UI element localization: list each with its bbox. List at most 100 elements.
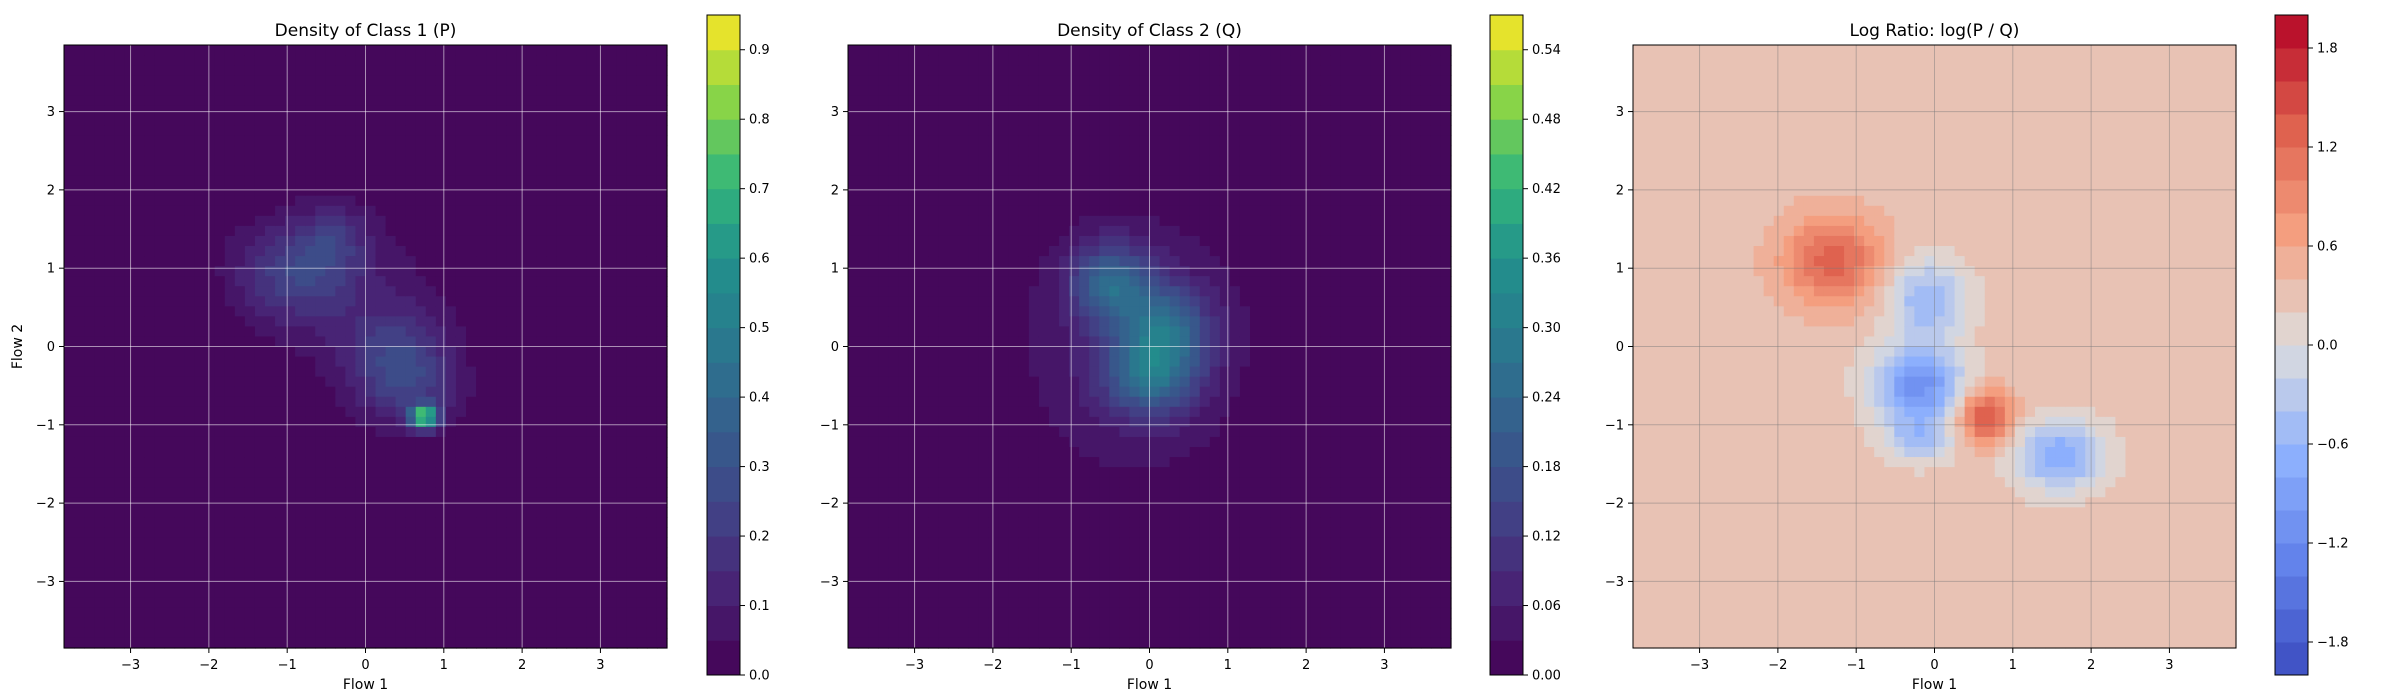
heatmap-cell [114,306,125,317]
heatmap-cell [626,225,638,237]
heatmap-cell [295,55,306,66]
heatmap-cell [375,336,387,348]
heatmap-cell [94,266,105,277]
heatmap-cell [566,55,578,66]
heatmap-cell [295,406,306,418]
heatmap-cell [184,105,196,116]
heatmap-cell [204,75,216,86]
heatmap-cell [646,45,658,56]
heatmap-cell [114,587,125,599]
heatmap-cell [606,95,618,106]
heatmap-cell [124,557,135,569]
heatmap-cell [214,65,226,76]
heatmap-cell [204,617,216,629]
heatmap-cell [1028,426,1040,438]
heatmap-cell [154,85,166,96]
heatmap-cell [305,296,316,307]
heatmap-cell [254,527,266,539]
heatmap-cell [395,326,407,338]
heatmap-cell [445,125,457,137]
heatmap-cell [888,497,899,508]
heatmap-cell [375,366,387,378]
heatmap-cell [124,215,135,227]
heatmap-cell [285,286,296,297]
heatmap-cell [576,145,588,157]
heatmap-cell [114,447,125,458]
heatmap-cell [516,75,527,86]
heatmap-cell [345,266,357,277]
heatmap-cell [134,256,145,267]
heatmap-cell [646,185,658,197]
colorbar-segment [707,258,740,294]
heatmap-cell [606,416,618,428]
heatmap-cell [385,65,397,76]
heatmap-cell [968,135,980,147]
heatmap-cell [858,507,869,518]
heatmap-cell [64,487,75,498]
heatmap-cell [325,497,336,508]
heatmap-cell [1049,145,1060,157]
heatmap-cell [988,587,1000,599]
heatmap-cell [415,95,427,106]
heatmap-cell [355,376,367,388]
heatmap-cell [234,316,246,327]
heatmap-cell [74,135,85,147]
heatmap-cell [114,386,125,398]
heatmap-cell [616,205,628,217]
heatmap-cell [425,165,437,177]
heatmap-cell [656,75,668,86]
heatmap-cell [868,406,879,418]
heatmap-cell [506,356,517,368]
heatmap-cell [898,507,909,518]
heatmap-cell [445,316,457,327]
heatmap-cell [1059,246,1070,257]
heatmap-cell [365,477,377,488]
heatmap-cell [978,597,990,609]
heatmap-cell [425,527,437,539]
heatmap-cell [295,416,306,428]
heatmap-cell [1028,396,1040,408]
heatmap-cell [988,145,1000,157]
heatmap-cell [888,386,899,398]
heatmap-cell [888,155,899,167]
heatmap-cell [626,326,638,338]
heatmap-cell [1028,286,1040,297]
heatmap-cell [365,205,377,217]
heatmap-cell [968,366,980,378]
heatmap-cell [244,517,256,528]
heatmap-cell [888,396,899,408]
heatmap-cell [415,487,427,498]
heatmap-cell [224,316,236,327]
heatmap-cell [526,477,537,488]
heatmap-cell [124,155,135,167]
heatmap-cell [586,306,598,317]
heatmap-cell [224,246,236,257]
heatmap-cell [878,447,889,458]
heatmap-cell [405,336,417,348]
heatmap-cell [898,125,909,137]
heatmap-cell [878,145,889,157]
heatmap-cell [1049,467,1060,478]
heatmap-cell [958,487,970,498]
heatmap-cell [556,235,568,247]
heatmap-cell [445,225,457,237]
heatmap-cell [94,517,105,528]
heatmap-cell [998,567,1010,579]
heatmap-cell [928,246,940,257]
heatmap-cell [295,627,306,639]
heatmap-cell [355,316,367,327]
heatmap-cell [988,406,1000,418]
heatmap-cell [998,215,1010,227]
heatmap-cell [626,356,638,368]
heatmap-cell [536,517,547,528]
heatmap-cell [1018,145,1030,157]
heatmap-cell [164,135,176,147]
heatmap-cell [275,286,286,297]
heatmap-cell [154,135,166,147]
heatmap-cell [355,306,367,317]
heatmap-cell [556,336,568,348]
heatmap-cell [194,115,206,126]
heatmap-cell [968,637,980,649]
heatmap-cell [486,45,497,56]
heatmap-cell [978,115,990,126]
